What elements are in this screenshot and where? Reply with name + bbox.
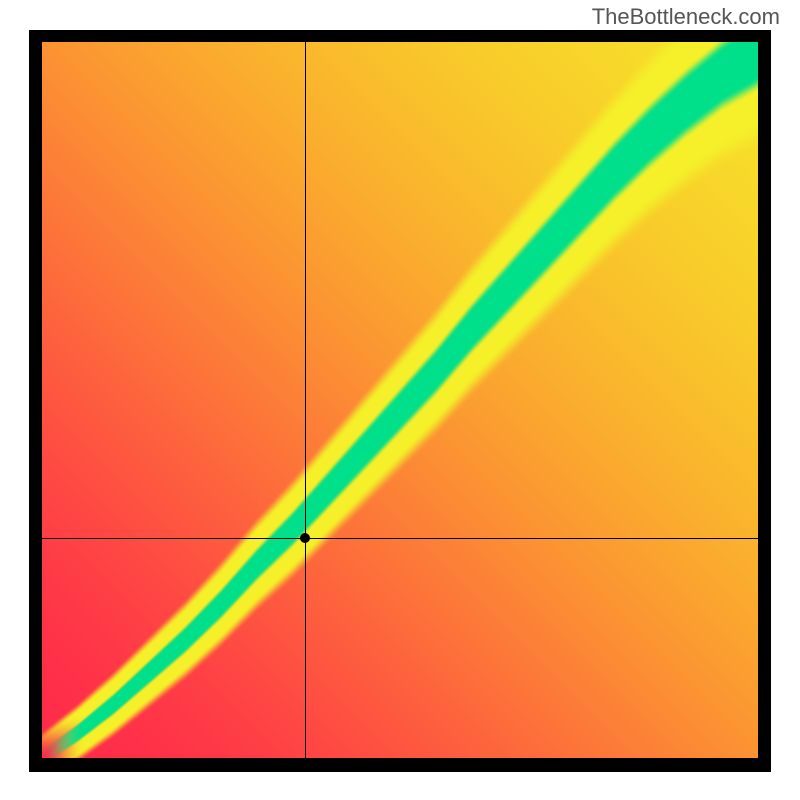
- plot-frame: [29, 30, 771, 772]
- heatmap-canvas: [42, 42, 758, 758]
- crosshair-vertical: [305, 30, 306, 772]
- chart-container: TheBottleneck.com: [0, 0, 800, 800]
- attribution-text: TheBottleneck.com: [592, 4, 780, 30]
- crosshair-horizontal: [29, 538, 771, 539]
